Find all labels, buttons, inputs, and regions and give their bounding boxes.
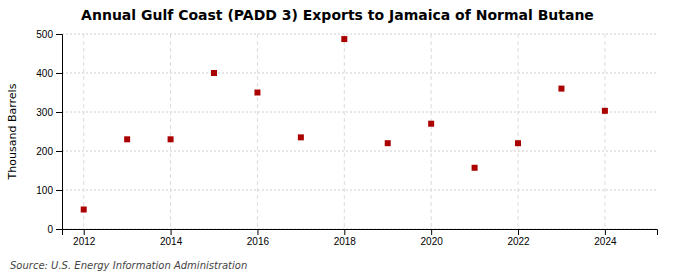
x-tick-label: 2012 [73, 236, 96, 247]
point [124, 136, 130, 142]
y-tick-label: 300 [36, 107, 53, 118]
y-tick-label: 200 [36, 146, 53, 157]
y-grid-line [62, 73, 657, 74]
y-tick: 200 [36, 146, 62, 157]
y-tick: 500 [36, 29, 62, 40]
y-tick-label: 100 [36, 185, 53, 196]
x-tick-label: 2016 [247, 236, 270, 247]
x-grid-line [604, 34, 605, 229]
x-tick-mark [257, 229, 258, 235]
points [81, 36, 608, 212]
x-tick-mark [344, 229, 345, 235]
y-tick: 0 [47, 224, 62, 235]
y-tick-mark [56, 34, 62, 35]
x-tick: 2022 [507, 229, 530, 247]
point [385, 140, 391, 146]
x-grid-line [83, 34, 84, 229]
point [254, 90, 260, 96]
x-tick-mark [518, 229, 519, 235]
y-tick-label: 400 [36, 68, 53, 79]
point [81, 207, 87, 213]
x-tick-mark [605, 229, 606, 235]
y-grid-line [62, 34, 657, 35]
x-grid-line [344, 34, 345, 229]
chart-container: 2012 2014 2016 2018 2020 2022 2024 0 100 200 300 40… [0, 0, 675, 275]
y-tick-mark [56, 229, 62, 230]
y-grid-line [62, 151, 657, 152]
grid [62, 34, 657, 229]
x-tick-mark [431, 229, 432, 235]
point [602, 108, 608, 114]
x-tick: 2016 [247, 229, 270, 247]
x-grid-line [518, 34, 519, 229]
y-tick: 300 [36, 107, 62, 118]
y-axis-label: Thousand Barrels [6, 83, 19, 180]
x-tick: 2024 [594, 229, 617, 247]
x-tick: 2018 [334, 229, 357, 247]
source-note: Source: U.S. Energy Information Administ… [10, 260, 247, 271]
x-axis-line [63, 230, 658, 236]
y-grid-line [62, 112, 657, 113]
x-tick: 2020 [421, 229, 444, 247]
y-tick-label: 0 [47, 224, 53, 235]
point [168, 136, 174, 142]
point [428, 121, 434, 127]
chart-svg: 2012 2014 2016 2018 2020 2022 2024 0 100 200 300 40… [0, 0, 675, 275]
point [341, 36, 347, 42]
x-tick-label: 2024 [594, 236, 617, 247]
y-grid-line [62, 190, 657, 191]
x-grid-line [257, 34, 258, 229]
point [298, 134, 304, 140]
y-tick: 100 [36, 185, 62, 196]
y-axis-line [56, 35, 63, 230]
x-axis: 2012 2014 2016 2018 2020 2022 2024 [63, 229, 658, 247]
y-tick-label: 500 [36, 29, 53, 40]
point [558, 86, 564, 92]
x-tick-mark [84, 229, 85, 235]
x-tick-label: 2018 [334, 236, 357, 247]
x-tick: 2012 [73, 229, 96, 247]
y-tick: 400 [36, 68, 62, 79]
plot-area: 2012 2014 2016 2018 2020 2022 2024 0 100 200 300 40… [36, 29, 657, 247]
x-grid-line [170, 34, 171, 229]
point [515, 140, 521, 146]
x-tick-label: 2022 [507, 236, 530, 247]
point [472, 165, 478, 171]
title: Annual Gulf Coast (PADD 3) Exports to Ja… [81, 7, 594, 23]
y-tick-mark [56, 112, 62, 113]
y-tick-mark [56, 151, 62, 152]
y-axis: 0 100 200 300 400 500 [36, 29, 62, 235]
x-tick-mark [171, 229, 172, 235]
x-tick-label: 2020 [421, 236, 444, 247]
y-tick-mark [56, 190, 62, 191]
point [211, 70, 217, 76]
x-tick: 2014 [160, 229, 183, 247]
x-tick-label: 2014 [160, 236, 183, 247]
y-tick-mark [56, 73, 62, 74]
x-grid-line [431, 34, 432, 229]
